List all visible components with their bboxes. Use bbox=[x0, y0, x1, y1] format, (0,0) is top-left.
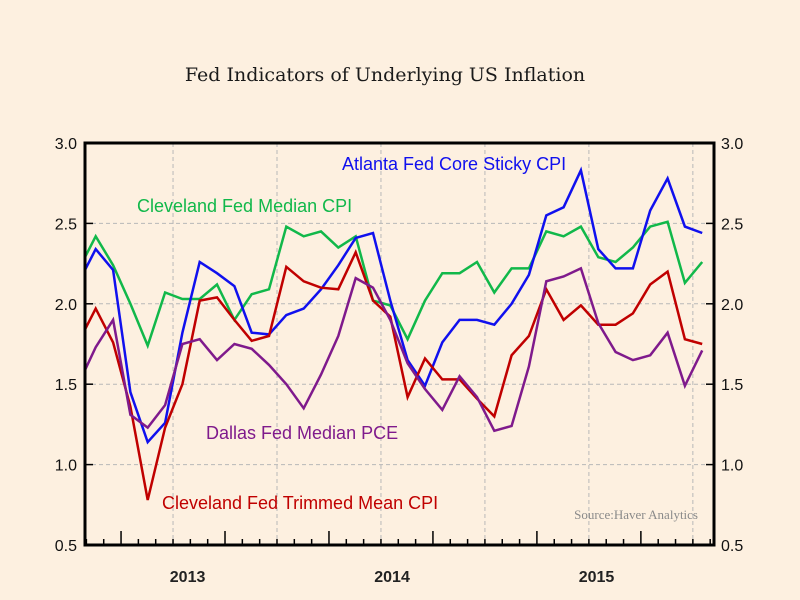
label-dallas-fed-median-pce: Dallas Fed Median PCE bbox=[206, 423, 398, 443]
series-lines bbox=[86, 166, 704, 501]
x-year-label: 2015 bbox=[579, 569, 615, 586]
y-tick-label-left: 2.0 bbox=[55, 297, 77, 314]
y-tick-label-right: 3.0 bbox=[721, 136, 743, 153]
label-cleveland-fed-trimmed-mean-cpi: Cleveland Fed Trimmed Mean CPI bbox=[162, 493, 438, 513]
plot-frame bbox=[83, 141, 716, 547]
x-year-label: 2014 bbox=[374, 569, 410, 586]
series-line-dallas-fed-median-pce bbox=[86, 266, 704, 433]
label-cleveland-fed-median-cpi: Cleveland Fed Median CPI bbox=[137, 196, 352, 216]
y-tick-label-right: 1.5 bbox=[721, 377, 743, 394]
x-axis: 2013 2014 2015 bbox=[170, 569, 615, 586]
y-tick-label-right: 2.0 bbox=[721, 297, 743, 314]
y-tick-label-left: 1.5 bbox=[55, 377, 77, 394]
series-line-cleveland-fed-median-cpi bbox=[86, 220, 704, 350]
y-tick-label-left: 0.5 bbox=[55, 538, 77, 555]
chart-title: Fed Indicators of Underlying US Inflatio… bbox=[185, 64, 585, 86]
y-tick-label-left: 2.5 bbox=[55, 216, 77, 233]
source-note: Source:Haver Analytics bbox=[574, 507, 698, 522]
y-axis-left: 3.0 2.5 2.0 1.5 1.0 0.5 bbox=[55, 136, 77, 555]
x-year-label: 2013 bbox=[170, 569, 206, 586]
y-axis-right: 3.0 2.5 2.0 1.5 1.0 0.5 bbox=[721, 136, 743, 555]
series-line-cleveland-fed-trimmed-mean-cpi bbox=[86, 249, 703, 501]
y-tick-label-right: 1.0 bbox=[721, 458, 743, 475]
y-tick-label-left: 1.0 bbox=[55, 458, 77, 475]
y-tick-label-right: 0.5 bbox=[721, 538, 743, 555]
y-tick-label-left: 3.0 bbox=[55, 136, 77, 153]
label-atlanta-fed-core-sticky-cpi: Atlanta Fed Core Sticky CPI bbox=[342, 154, 566, 174]
series-line-atlanta-fed-core-sticky-cpi bbox=[86, 166, 703, 445]
y-tick-label-right: 2.5 bbox=[721, 216, 743, 233]
